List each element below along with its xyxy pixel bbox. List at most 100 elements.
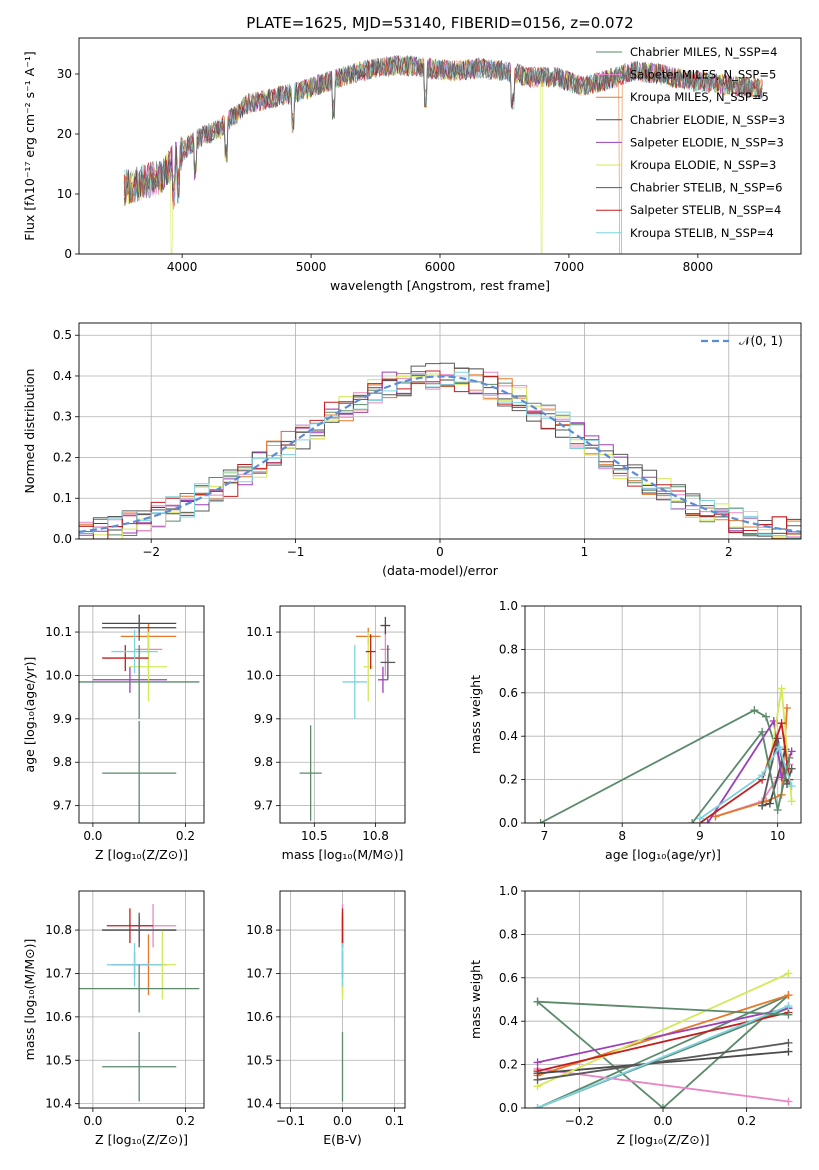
y-tick-label: 0.2 bbox=[499, 773, 518, 787]
x-tick-label: 8000 bbox=[683, 260, 714, 274]
x-tick-label: 0.2 bbox=[176, 1114, 195, 1128]
y-tick-label: 10.8 bbox=[45, 923, 72, 937]
axes-frame bbox=[78, 322, 802, 540]
x-tick-label: −0.2 bbox=[565, 1114, 594, 1128]
weight-marker bbox=[659, 1104, 667, 1108]
plot-area bbox=[79, 606, 204, 823]
x-tick-label: 7 bbox=[541, 829, 549, 843]
weight-marker bbox=[533, 997, 542, 1006]
y-tick-label: 10.7 bbox=[45, 966, 72, 980]
weight-marker bbox=[758, 771, 767, 780]
y-tick-label: 10.8 bbox=[246, 923, 273, 937]
weight-marker bbox=[784, 1002, 793, 1011]
axes-frame bbox=[524, 605, 802, 824]
y-tick-label: 0.6 bbox=[499, 971, 518, 985]
axes-frame bbox=[78, 890, 205, 1109]
panel-weight_vs_Z: −0.2 0.0 0.2 0.0 0.2 0.4 0.6 0.8 1.0 Z [log₁₀(Z/Z… bbox=[468, 884, 802, 1147]
y-tick-label: 0.2 bbox=[53, 450, 72, 464]
y-tick-label: 10.4 bbox=[246, 1097, 273, 1111]
x-tick-label: 2 bbox=[725, 545, 733, 559]
legend-entry: Salpeter STELIB, N_SSP=4 bbox=[630, 203, 781, 217]
y-tick-label: 9.8 bbox=[254, 755, 273, 769]
weight-marker bbox=[777, 684, 786, 693]
weight-marker bbox=[784, 1010, 793, 1019]
legend-entry: Chabrier MILES, N_SSP=4 bbox=[630, 45, 777, 59]
x-tick-label: 0.2 bbox=[176, 829, 195, 843]
weight-series bbox=[691, 729, 791, 823]
weight-marker bbox=[758, 727, 767, 736]
x-axis-label: Z [log₁₀(Z/Z⊙)] bbox=[95, 1132, 188, 1147]
y-tick-label: 10.4 bbox=[45, 1097, 72, 1111]
plot-area bbox=[280, 891, 405, 1108]
y-tick-label: 10.1 bbox=[45, 625, 72, 639]
axes-frame bbox=[78, 37, 802, 255]
x-tick-label: 10 bbox=[770, 829, 785, 843]
x-axis-label: mass [log₁₀(M/M⊙)] bbox=[282, 847, 404, 862]
weight-series bbox=[537, 1007, 789, 1064]
legend-entry: Kroupa STELIB, N_SSP=4 bbox=[630, 226, 774, 240]
plot-area bbox=[123, 54, 763, 254]
weight-series bbox=[699, 722, 791, 823]
x-tick-label: 10.8 bbox=[362, 829, 389, 843]
x-tick-label: 0.0 bbox=[653, 1114, 672, 1128]
weight-marker bbox=[765, 799, 774, 808]
legend-entry: Chabrier STELIB, N_SSP=6 bbox=[630, 181, 782, 195]
y-tick-label: 10.5 bbox=[45, 1053, 72, 1067]
figure-title: PLATE=1625, MJD=53140, FIBERID=0156, z=0… bbox=[246, 14, 633, 32]
y-tick-label: 0.4 bbox=[499, 729, 518, 743]
weight-marker bbox=[758, 801, 767, 810]
weight-marker bbox=[784, 1097, 793, 1106]
spectrum-line bbox=[123, 54, 763, 205]
panel-age_vs_mass: 10.5 10.8 9.7 9.8 9.9 10.0 10.1 mass [log₁₀(M/M… bbox=[246, 605, 406, 862]
spectrum-line bbox=[123, 56, 763, 254]
x-tick-label: −0.1 bbox=[276, 1114, 305, 1128]
weight-marker bbox=[750, 706, 759, 715]
x-tick-label: 4000 bbox=[167, 260, 198, 274]
plot-area bbox=[79, 891, 204, 1108]
weight-marker bbox=[536, 819, 545, 823]
y-tick-label: 0.5 bbox=[53, 328, 72, 342]
x-tick-label: 8 bbox=[618, 829, 626, 843]
panel-mass_vs_Z: 0.0 0.2 10.4 10.5 10.6 10.7 10.8 Z [log₁₀(Z/Z⊙)… bbox=[22, 890, 205, 1147]
histogram-series bbox=[79, 362, 801, 539]
plot-area bbox=[79, 323, 801, 539]
y-tick-label: 0.0 bbox=[499, 816, 518, 830]
weight-series bbox=[537, 1042, 789, 1081]
x-axis-label: age [log₁₀(age/yr)] bbox=[605, 847, 721, 862]
y-tick-label: 0.4 bbox=[499, 1014, 518, 1028]
weight-marker bbox=[787, 764, 796, 773]
plot-area bbox=[525, 891, 801, 1108]
y-tick-label: 1.0 bbox=[499, 599, 518, 613]
axes-frame bbox=[78, 605, 205, 824]
y-tick-label: 0.0 bbox=[499, 1101, 518, 1115]
y-tick-label: 0.2 bbox=[499, 1058, 518, 1072]
weight-marker bbox=[787, 747, 796, 756]
normal-curve bbox=[79, 375, 801, 533]
y-tick-label: 9.8 bbox=[53, 755, 72, 769]
weight-marker bbox=[777, 719, 786, 728]
y-tick-label: 10.0 bbox=[246, 668, 273, 682]
y-tick-label: 0.1 bbox=[53, 491, 72, 505]
weight-marker bbox=[533, 1067, 542, 1076]
weight-series bbox=[537, 1005, 789, 1108]
y-tick-label: 0.8 bbox=[499, 642, 518, 656]
weight-marker bbox=[784, 991, 793, 1000]
weight-marker bbox=[783, 703, 792, 712]
y-axis-label: mass weight bbox=[468, 675, 483, 754]
weight-marker bbox=[773, 805, 782, 814]
y-axis-label: mass [log₁₀(M/M⊙)] bbox=[22, 939, 37, 1061]
x-tick-label: 9 bbox=[696, 829, 704, 843]
legend-entry: Salpeter MILES, N_SSP=5 bbox=[630, 68, 776, 82]
y-tick-label: 0 bbox=[64, 247, 72, 261]
weight-marker bbox=[784, 969, 793, 978]
weight-marker bbox=[695, 814, 704, 823]
weight-marker bbox=[688, 819, 697, 823]
panel-residuals: −2 −1 0 1 2 0.0 0.1 0.2 0.3 0.4 0.5 (data-model)/er… bbox=[22, 322, 802, 578]
plot-area bbox=[280, 606, 405, 823]
weight-marker bbox=[533, 1075, 542, 1084]
legend-entry: 𝒩(0, 1) bbox=[739, 334, 783, 348]
x-tick-label: −2 bbox=[142, 545, 160, 559]
x-axis-label: Z [log₁₀(Z/Z⊙)] bbox=[95, 847, 188, 862]
x-tick-label: 0.2 bbox=[737, 1114, 756, 1128]
plot-area bbox=[525, 606, 801, 823]
